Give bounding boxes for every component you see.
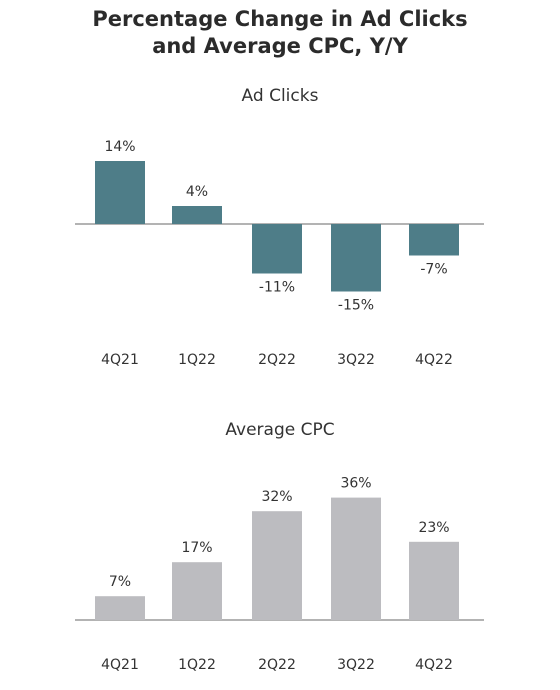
ad-clicks-category-label-4q21: 4Q21 [101, 352, 139, 368]
cpc-data-label-2q22: 32% [261, 489, 292, 505]
ad-clicks-bar-2q22 [252, 224, 302, 274]
chart-title: Percentage Change in Ad Clicks and Avera… [0, 6, 560, 60]
ad-clicks-data-label-2q22: -11% [259, 280, 295, 296]
ad-clicks-category-label-2q22: 2Q22 [258, 352, 296, 368]
cpc-category-label-4q22: 4Q22 [415, 657, 453, 673]
ad-clicks-bar-4q21 [95, 161, 145, 224]
ad-clicks-subtitle: Ad Clicks [241, 86, 319, 106]
ad-clicks-data-label-4q22: -7% [420, 262, 447, 278]
cpc-data-label-3q22: 36% [340, 476, 371, 492]
cpc-category-label-2q22: 2Q22 [258, 657, 296, 673]
cpc-bar-2q22 [252, 511, 302, 620]
cpc-bar-3q22 [331, 497, 381, 620]
ad-clicks-data-label-1q22: 4% [186, 184, 208, 200]
cpc-data-label-1q22: 17% [181, 540, 212, 556]
cpc-bar-1q22 [172, 562, 222, 620]
cpc-bar-4q22 [409, 541, 459, 620]
ad-clicks-bar-3q22 [331, 224, 381, 292]
ad-clicks-bar-4q22 [409, 224, 459, 256]
cpc-data-label-4q22: 23% [418, 520, 449, 536]
title-line-1: Percentage Change in Ad Clicks [92, 7, 468, 31]
ad-clicks-category-label-4q22: 4Q22 [415, 352, 453, 368]
ad-clicks-category-label-1q22: 1Q22 [178, 352, 216, 368]
title-line-2: and Average CPC, Y/Y [152, 34, 408, 58]
ad-clicks-chart: 14% 4Q21 4% 1Q22 -11% 2Q22 -15% 3Q22 -7% 4Q22 [75, 139, 484, 368]
ad-clicks-category-label-3q22: 3Q22 [337, 352, 375, 368]
cpc-data-label-4q21: 7% [109, 574, 131, 590]
cpc-category-label-3q22: 3Q22 [337, 657, 375, 673]
average-cpc-chart: 7% 4Q21 17% 1Q22 32% 2Q22 36% 3Q22 23% 4Q22 [75, 476, 484, 673]
average-cpc-subtitle: Average CPC [225, 420, 335, 440]
ad-clicks-data-label-4q21: 14% [104, 139, 135, 155]
cpc-category-label-4q21: 4Q21 [101, 657, 139, 673]
ad-clicks-data-label-3q22: -15% [338, 298, 374, 314]
ad-clicks-bar-1q22 [172, 206, 222, 224]
cpc-category-label-1q22: 1Q22 [178, 657, 216, 673]
cpc-bar-4q21 [95, 596, 145, 620]
